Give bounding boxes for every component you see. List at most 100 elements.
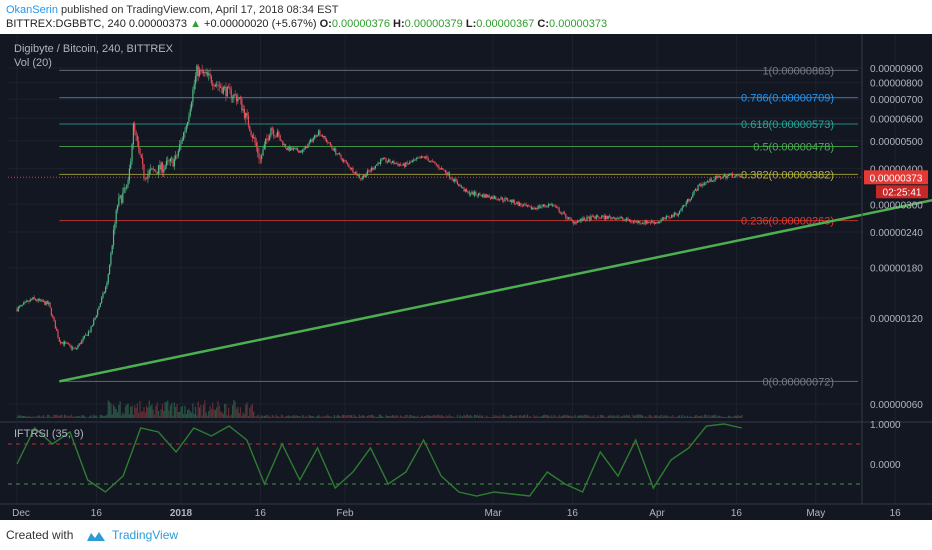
candle-body	[205, 72, 207, 74]
volume-bar	[430, 416, 432, 418]
candle-body	[319, 130, 321, 135]
volume-bar	[483, 416, 485, 418]
volume-bar	[685, 417, 687, 418]
volume-bar	[497, 416, 499, 418]
volume-bar	[365, 417, 367, 418]
time-tick-label: Mar	[484, 508, 502, 519]
volume-bar	[548, 415, 550, 418]
candle-body	[91, 325, 93, 327]
volume-bar	[645, 417, 648, 418]
volume-bar	[438, 414, 440, 418]
volume-bar	[362, 415, 365, 418]
volume-bar	[202, 404, 205, 418]
chart-svg[interactable]: 1(0.00000883) 0.786(0.00000709) 0.618(0.00…	[0, 34, 932, 520]
candle-body	[381, 158, 383, 160]
candle-body	[134, 123, 136, 131]
candle-body	[216, 84, 218, 86]
volume-bar	[358, 414, 361, 418]
candle-body	[537, 205, 539, 209]
candle-body	[21, 304, 23, 306]
open-value: 0.00000376	[331, 18, 390, 30]
candle-body	[518, 203, 521, 206]
volume-bar	[434, 415, 436, 418]
candle-body	[520, 203, 522, 206]
volume-bar	[172, 415, 174, 418]
volume-bar	[639, 414, 641, 418]
volume-bar	[378, 414, 380, 418]
candle-body	[405, 162, 407, 167]
volume-bar	[521, 415, 523, 418]
volume-bar	[451, 416, 453, 418]
candle-body	[606, 215, 608, 220]
volume-bar	[702, 417, 704, 418]
volume-bar	[194, 406, 197, 418]
fib-label: 0.382(0.00000382)	[741, 169, 834, 181]
candle-body	[24, 302, 26, 303]
candle-body	[544, 204, 546, 207]
candle-body	[511, 199, 513, 203]
candle-body	[600, 216, 603, 219]
volume-bar	[115, 409, 117, 418]
candle-body	[557, 207, 559, 209]
volume-bar	[582, 415, 584, 418]
volume-bar	[524, 414, 526, 418]
volume-bar	[631, 417, 633, 418]
volume-bar	[356, 416, 358, 418]
candle-body	[463, 187, 465, 192]
candle-body	[328, 142, 330, 144]
volume-bar	[337, 414, 339, 418]
candle-body	[734, 175, 736, 178]
chart-area[interactable]: 1(0.00000883) 0.786(0.00000709) 0.618(0.00…	[0, 34, 932, 520]
candle-body	[578, 220, 580, 222]
candle-body	[493, 196, 496, 199]
volume-bar	[716, 417, 718, 418]
volume-bar	[85, 417, 87, 418]
volume-bar	[735, 416, 738, 418]
low-label: L:	[465, 18, 477, 30]
candle-body	[435, 163, 437, 166]
volume-bar	[49, 416, 51, 418]
candle-body	[75, 348, 78, 349]
candle-body	[698, 184, 701, 186]
volume-bar	[431, 415, 433, 418]
volume-bar	[415, 416, 417, 418]
candle-body	[399, 164, 402, 166]
volume-bar	[87, 417, 90, 418]
candle-body	[719, 176, 722, 179]
candle-body	[550, 204, 552, 206]
candle-body	[111, 245, 113, 254]
candle-body	[275, 136, 277, 138]
volume-bar	[407, 416, 410, 418]
volume-bar	[507, 415, 509, 418]
volume-bar	[335, 417, 337, 418]
volume-bar	[82, 415, 84, 418]
candle-body	[664, 217, 666, 219]
candle-body	[208, 73, 210, 76]
volume-bar	[46, 414, 49, 418]
volume-bar	[209, 406, 211, 418]
candle-body	[350, 167, 353, 169]
volume-bar	[196, 415, 198, 418]
volume-bar	[165, 402, 168, 418]
author-link[interactable]: OkanSerin	[6, 4, 58, 16]
volume-bar	[69, 416, 71, 418]
candle-body	[733, 177, 735, 179]
candle-body	[171, 158, 173, 160]
volume-bar	[230, 414, 232, 418]
volume-bar	[380, 414, 382, 418]
volume-bar	[328, 415, 330, 418]
volume-bar	[280, 414, 283, 418]
candle-body	[697, 184, 699, 191]
candle-body	[634, 221, 636, 222]
candle-body	[739, 176, 742, 178]
volume-bar	[286, 415, 288, 418]
candle-body	[390, 162, 392, 164]
trendline-group[interactable]	[59, 199, 932, 383]
candle-body	[149, 169, 152, 171]
volume-bar	[491, 417, 493, 418]
candle-body	[159, 165, 161, 170]
candle-body	[354, 172, 357, 174]
tradingview-brand-link[interactable]: TradingView	[112, 528, 179, 542]
volume-bar	[729, 416, 731, 418]
candle-body	[671, 214, 673, 219]
